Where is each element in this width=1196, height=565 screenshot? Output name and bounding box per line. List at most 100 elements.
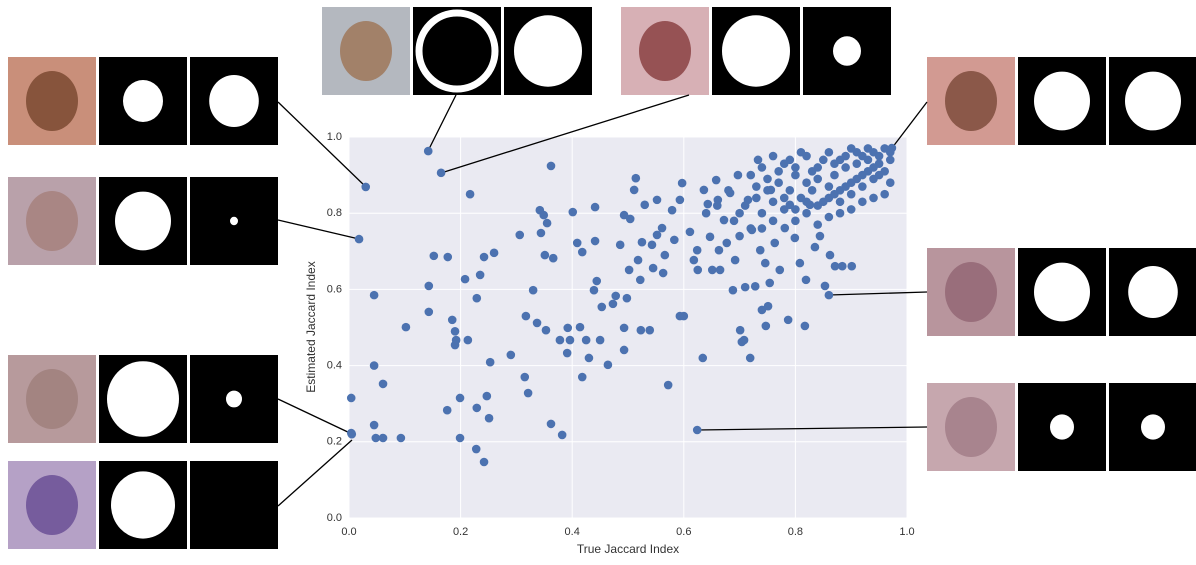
point xyxy=(715,246,724,255)
point xyxy=(741,201,750,210)
point xyxy=(825,291,834,300)
x-tick-label: 0.0 xyxy=(341,526,356,538)
point xyxy=(347,394,356,403)
y-tick-label: 0.0 xyxy=(327,512,342,524)
point xyxy=(758,224,767,233)
point xyxy=(609,300,618,309)
point xyxy=(836,209,845,218)
point xyxy=(698,354,707,363)
point xyxy=(847,205,856,214)
mask-region xyxy=(1034,72,1090,131)
thumbnail-set xyxy=(927,248,1196,336)
point xyxy=(852,148,861,157)
point xyxy=(720,216,729,225)
mask-background xyxy=(190,461,278,549)
point xyxy=(811,243,820,252)
thumbnail-set xyxy=(8,57,278,145)
mask-region xyxy=(1125,72,1181,131)
point xyxy=(735,209,744,218)
point xyxy=(480,458,489,467)
point xyxy=(763,175,772,184)
point xyxy=(668,206,677,215)
point xyxy=(886,178,895,187)
point xyxy=(476,271,485,280)
point xyxy=(791,234,800,243)
point xyxy=(637,326,646,335)
point xyxy=(541,251,550,260)
point xyxy=(825,213,834,222)
point xyxy=(515,231,524,240)
point xyxy=(852,159,861,168)
point xyxy=(361,183,370,192)
point xyxy=(620,346,629,355)
point xyxy=(578,373,587,382)
mask-region xyxy=(833,36,861,65)
mask-background xyxy=(413,7,501,95)
point xyxy=(730,217,739,226)
point xyxy=(724,186,733,195)
point xyxy=(802,276,811,285)
thumbnail-set xyxy=(927,57,1196,145)
point xyxy=(591,237,600,246)
point xyxy=(791,163,800,172)
point xyxy=(825,182,834,191)
y-tick-label: 0.8 xyxy=(327,207,342,219)
point xyxy=(752,194,761,203)
point xyxy=(661,251,670,260)
point xyxy=(585,354,594,363)
point xyxy=(370,421,379,430)
mask-region xyxy=(722,15,790,86)
point xyxy=(466,190,475,199)
point xyxy=(379,380,388,389)
point xyxy=(869,194,878,203)
point xyxy=(507,351,516,360)
connector xyxy=(278,220,359,239)
point xyxy=(802,178,811,187)
point xyxy=(756,246,765,255)
point xyxy=(702,209,711,218)
point xyxy=(604,361,613,370)
point xyxy=(490,249,499,258)
point xyxy=(735,232,744,241)
point xyxy=(765,279,774,288)
point xyxy=(676,196,685,205)
point xyxy=(763,186,772,195)
point xyxy=(712,176,721,185)
point xyxy=(693,246,702,255)
point xyxy=(802,197,811,206)
point xyxy=(686,228,695,237)
point xyxy=(483,392,492,401)
chart: True Jaccard Index Estimated Jaccard Ind… xyxy=(0,0,1196,565)
point xyxy=(537,229,546,238)
point xyxy=(648,241,657,250)
lesion xyxy=(26,369,78,429)
point xyxy=(825,148,834,157)
point xyxy=(347,429,356,438)
point xyxy=(539,211,548,220)
connector xyxy=(278,399,352,434)
point xyxy=(623,294,632,303)
point xyxy=(645,326,654,335)
point xyxy=(402,323,411,332)
point xyxy=(808,186,817,195)
point xyxy=(816,232,825,241)
point xyxy=(547,162,556,171)
point xyxy=(819,156,828,165)
point xyxy=(590,286,599,295)
point xyxy=(722,239,731,248)
point xyxy=(632,174,641,183)
point xyxy=(821,282,830,291)
point xyxy=(355,235,364,244)
point xyxy=(838,262,847,271)
point xyxy=(653,196,662,205)
mask-region xyxy=(123,80,163,122)
mask-region xyxy=(111,471,175,538)
point xyxy=(791,217,800,226)
point xyxy=(596,336,605,345)
point xyxy=(784,316,793,325)
point xyxy=(522,312,531,321)
y-tick-label: 0.4 xyxy=(327,360,342,372)
point xyxy=(670,236,679,245)
point xyxy=(762,322,771,331)
point xyxy=(769,197,778,206)
